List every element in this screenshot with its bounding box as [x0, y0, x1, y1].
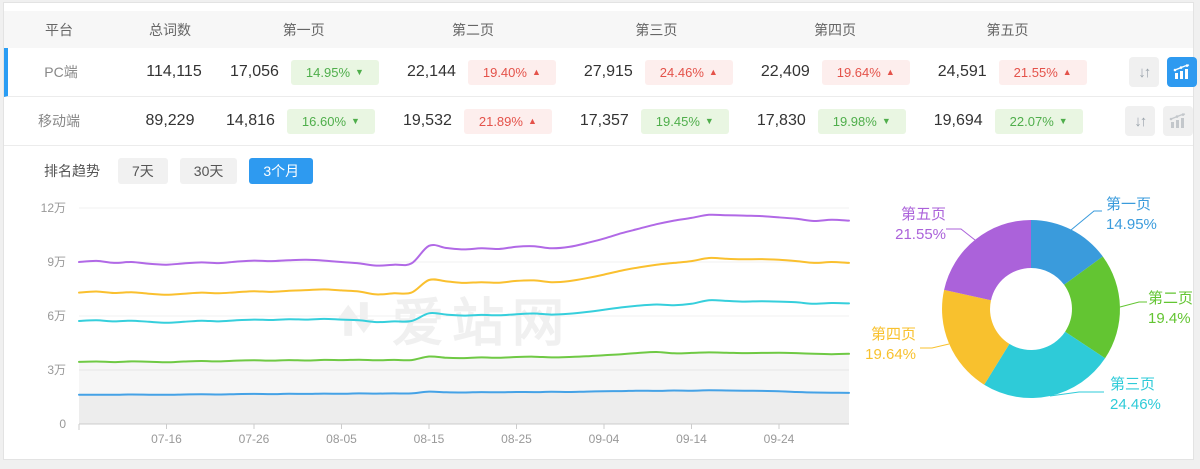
col-header-page5: 第五页 [986, 21, 1029, 38]
watermark: 爱站网 [330, 281, 572, 356]
donut-label-page3: 第三页 24.46% [1110, 376, 1161, 413]
col-header-page2: 第二页 [452, 21, 495, 38]
sort-arrows-icon[interactable]: ↓↑ [1128, 57, 1159, 87]
donut-label-page4: 第四页 19.64% [865, 326, 916, 363]
page3-change-badge: 19.45% ▼ [640, 108, 729, 134]
svg-text:07-26: 07-26 [239, 432, 270, 446]
donut-label-page2: 第二页 19.4% [1148, 290, 1194, 327]
col-header-page1: 第一页 [282, 21, 325, 38]
keyword-table: 平台 总词数 第一页 第二页 第三页 第四页 第五页 PC端 114,115 1… [4, 3, 1197, 146]
trend-chart-icon[interactable] [1166, 57, 1197, 87]
svg-text:9万: 9万 [47, 255, 66, 269]
svg-text:12万: 12万 [41, 201, 66, 215]
col-header-page4: 第四页 [814, 21, 857, 38]
table-header-row: 平台 总词数 第一页 第二页 第三页 第四页 第五页 [4, 11, 1193, 48]
page4-count: 17,830 [756, 112, 806, 129]
col-header-platform: 平台 [45, 21, 73, 38]
page4-change-badge: 19.64% ▲ [821, 59, 910, 85]
svg-text:0: 0 [59, 417, 66, 431]
trend-title: 排名趋势 [44, 162, 100, 179]
tab-3-months[interactable]: 3个月 [249, 157, 314, 184]
page1-count: 14,816 [226, 112, 275, 129]
svg-text:3万: 3万 [47, 363, 66, 377]
page1-count: 17,056 [230, 63, 279, 80]
trend-chart-icon[interactable] [1162, 106, 1193, 136]
page3-change-badge: 24.46% ▲ [644, 59, 733, 85]
trend-header: 排名趋势 7天 30天 3个月 [4, 146, 1193, 189]
page4-count: 22,409 [760, 63, 810, 80]
svg-text:09-14: 09-14 [676, 432, 707, 446]
total-words: 89,229 [145, 112, 195, 129]
table-row-pc[interactable]: PC端 114,115 17,056 14.95% ▼ 22,144 19.40% ▲ … [4, 48, 1197, 97]
page1-change-badge: 16.60% ▼ [286, 108, 375, 134]
svg-text:09-04: 09-04 [589, 432, 620, 446]
page2-change-badge: 21.89% ▲ [463, 108, 552, 134]
platform-label: PC端 [44, 64, 78, 80]
tab-30-days[interactable]: 30天 [179, 157, 238, 184]
tab-7-days[interactable]: 7天 [118, 157, 168, 184]
page3-count: 17,357 [579, 112, 629, 129]
watermark-text: 爱站网 [392, 295, 573, 353]
page5-count: 19,694 [933, 112, 983, 129]
line-chart: 07-16 07-26 08-05 08-15 08-25 09-04 09-14 09-24… [41, 201, 850, 446]
svg-text:09-24: 09-24 [764, 432, 795, 446]
page1-change-badge: 14.95% ▼ [290, 59, 379, 85]
svg-text:6万: 6万 [47, 309, 66, 323]
svg-text:07-16: 07-16 [151, 432, 182, 446]
donut-label-page5: 第五页 21.55% [895, 206, 946, 243]
sort-arrows-icon[interactable]: ↓↑ [1124, 106, 1155, 136]
page5-change-badge: 21.55% ▲ [998, 59, 1087, 85]
platform-label: 移动端 [38, 113, 80, 129]
donut-svg [920, 210, 1147, 398]
svg-text:08-05: 08-05 [326, 432, 357, 446]
col-header-page3: 第三页 [635, 21, 678, 38]
page5-change-badge: 22.07% ▼ [994, 108, 1083, 134]
keyword-rank-panel: 平台 总词数 第一页 第二页 第三页 第四页 第五页 PC端 114,115 1… [3, 2, 1197, 460]
page2-count: 19,532 [402, 112, 452, 129]
page5-count: 24,591 [937, 63, 987, 80]
col-header-total: 总词数 [149, 21, 191, 38]
donut-label-page1: 第一页 14.95% [1106, 196, 1157, 233]
page2-change-badge: 19.40% ▲ [467, 59, 556, 85]
rank-trend-section: 排名趋势 7天 30天 3个月 爱站网 07-16 07-26 08-05 08-15… [4, 146, 1193, 459]
svg-text:08-15: 08-15 [414, 432, 445, 446]
page4-change-badge: 19.98% ▼ [817, 108, 906, 134]
total-words: 114,115 [146, 63, 202, 80]
donut-chart: 第一页 14.95% 第二页 19.4% 第三页 24.46% 第四页 19.64% 第… [854, 189, 1200, 459]
table-row-mobile[interactable]: 移动端 89,229 14,816 16.60% ▼ 19,532 21.89% ▲ 1… [4, 97, 1193, 146]
page3-count: 27,915 [583, 63, 633, 80]
svg-text:08-25: 08-25 [501, 432, 532, 446]
page2-count: 22,144 [406, 63, 456, 80]
trend-chart-area: 爱站网 07-16 07-26 08-05 08-15 08-25 09-04 09-14 0… [4, 189, 1193, 459]
